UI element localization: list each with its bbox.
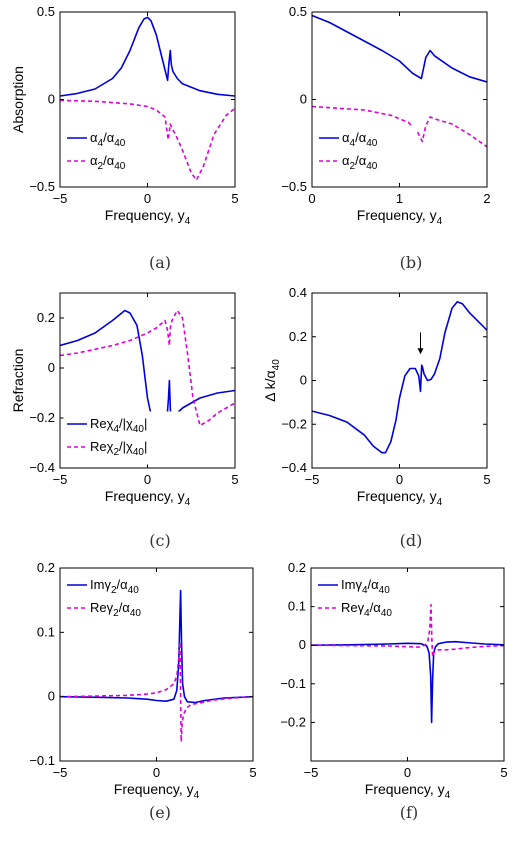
series-line-2	[60, 309, 235, 427]
x-tick-label: 1	[396, 191, 403, 206]
y-tick-label: −0.4	[29, 460, 55, 475]
y-tick-label: 0	[48, 689, 55, 704]
legend-box	[63, 572, 175, 624]
legend-box	[315, 125, 417, 183]
legend-label: α4/α40	[90, 130, 126, 149]
y-tick-label: 0	[300, 92, 307, 107]
y-tick-label: −0.4	[281, 460, 307, 475]
y-tick-label: 0.4	[289, 285, 307, 300]
x-tick-label: 0	[153, 765, 160, 780]
x-axis-label: Frequency, y4	[357, 488, 443, 508]
y-axis-label: Absorption	[10, 66, 26, 133]
panel-caption: (f)	[400, 803, 418, 822]
x-tick-label: 5	[249, 765, 256, 780]
panel-caption: (d)	[400, 531, 423, 550]
x-tick-label: −5	[304, 765, 319, 780]
series-line-1	[60, 16, 235, 97]
y-tick-label: 0.5	[37, 4, 55, 19]
x-tick-label: −5	[53, 472, 68, 487]
x-tick-label: 0	[144, 191, 151, 206]
legend: Imγ4/α40 Reγ4/α40	[314, 572, 426, 624]
y-tick-label: −0.1	[29, 753, 55, 768]
panel-e: −5 0 5 −0.1 0 0.1 0.2 Frequency, y4 Imγ2/α40 Reγ2…	[29, 560, 256, 822]
legend-label: Reχ4/|χ40|	[90, 416, 147, 435]
y-tick-label: −0.2	[281, 416, 307, 431]
plot-frame	[311, 292, 488, 469]
annotation-arrowhead	[417, 348, 424, 355]
x-tick-label: 0	[308, 191, 315, 206]
x-tick-label: −5	[53, 191, 68, 206]
x-axis-label: Frequency, y4	[105, 207, 191, 227]
y-tick-label: 0.1	[37, 624, 55, 639]
panel-c: −5 0 5 −0.4 −0.2 0 0.2 Frequency, y4 Refraction R…	[10, 292, 239, 550]
series-line-2	[60, 641, 253, 743]
series-line-1	[60, 589, 253, 704]
y-tick-label: −0.5	[29, 179, 55, 194]
panel-caption: (a)	[149, 253, 171, 272]
series-line-1	[312, 300, 487, 454]
legend: α4/α40 α2/α40	[63, 125, 165, 183]
series-line-2	[312, 105, 487, 148]
x-axis-label: Frequency, y4	[105, 488, 191, 508]
legend-label: Imγ4/α40	[341, 577, 390, 596]
legend-label: Reχ2/|χ40|	[90, 439, 147, 458]
legend-label: Imγ2/α40	[90, 577, 139, 596]
legend-label: α4/α40	[342, 130, 378, 149]
legend: α4/α40 α2/α40	[315, 125, 417, 183]
y-tick-label: 0	[300, 373, 307, 388]
legend: Reχ4/|χ40| Reχ2/|χ40|	[63, 411, 185, 465]
x-tick-label: 0	[404, 765, 411, 780]
y-tick-label: −0.2	[280, 714, 306, 729]
y-axis-label: Δ k/α40	[262, 359, 282, 402]
panel-f: −5 0 5 −0.2 −0.1 0 0.1 0.2 Frequency, y4 Imγ4/α40…	[280, 560, 507, 822]
panel-caption: (b)	[400, 253, 423, 272]
x-tick-label: −5	[53, 765, 68, 780]
y-tick-label: 0.2	[289, 329, 307, 344]
legend-box	[63, 125, 165, 183]
y-tick-label: 0.2	[37, 310, 55, 325]
series-line-1	[311, 640, 504, 724]
y-tick-label: −0.5	[281, 179, 307, 194]
legend-label: Reγ4/α40	[341, 600, 392, 619]
y-tick-label: 0.5	[289, 4, 307, 19]
legend-label: Reγ2/α40	[90, 600, 141, 619]
panel-caption: (c)	[149, 531, 170, 550]
y-tick-label: 0.1	[288, 599, 306, 614]
legend-box	[63, 411, 185, 465]
legend: Imγ2/α40 Reγ2/α40	[63, 572, 175, 624]
x-axis-label: Frequency, y4	[365, 781, 451, 801]
x-axis-label: Frequency, y4	[357, 207, 443, 227]
legend-label: α2/α40	[342, 153, 378, 172]
y-tick-label: 0	[48, 92, 55, 107]
series-line-1	[312, 14, 487, 83]
y-tick-label: 0	[48, 360, 55, 375]
x-tick-label: 5	[500, 765, 507, 780]
panel-caption: (e)	[149, 803, 171, 822]
x-tick-label: −5	[305, 472, 320, 487]
y-axis-label: Refraction	[10, 349, 26, 413]
legend-label: α2/α40	[90, 153, 126, 172]
x-tick-label: 2	[483, 191, 490, 206]
x-tick-label: 0	[144, 472, 151, 487]
x-tick-label: 5	[231, 472, 238, 487]
x-tick-label: 5	[483, 472, 490, 487]
y-tick-label: 0	[299, 637, 306, 652]
legend-box	[314, 572, 426, 624]
x-axis-label: Frequency, y4	[114, 781, 200, 801]
y-tick-label: 0.2	[37, 560, 55, 575]
panel-a: −5 0 5 −0.5 0 0.5 Frequency, y4 Absorption α4/α4…	[10, 4, 239, 272]
x-tick-label: 0	[396, 472, 403, 487]
y-tick-label: 0.2	[288, 560, 306, 575]
y-tick-label: −0.2	[29, 410, 55, 425]
y-tick-label: −0.1	[280, 676, 306, 691]
x-tick-label: 5	[231, 191, 238, 206]
panel-d: −5 0 5 −0.4 −0.2 0 0.2 0.4 Frequency, y4 Δ k/α40 (…	[262, 285, 491, 550]
